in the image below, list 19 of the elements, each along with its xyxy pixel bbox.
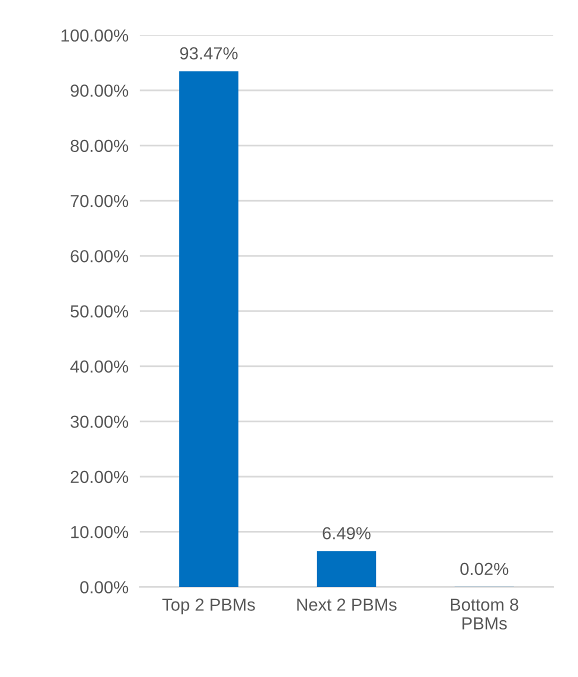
- data-label: 6.49%: [322, 527, 371, 540]
- bar: [179, 71, 238, 587]
- y-tick-label: 90.00%: [70, 84, 128, 97]
- y-tick-label: 100.00%: [62, 29, 128, 42]
- x-tick-label: Top 2 PBMs: [162, 598, 255, 614]
- y-tick-label: 80.00%: [70, 140, 128, 152]
- y-tick-label: 50.00%: [70, 305, 128, 318]
- y-tick-label: 10.00%: [71, 526, 128, 538]
- y-tick-label: 30.00%: [70, 416, 128, 428]
- bar: [316, 551, 376, 587]
- y-tick-label: 60.00%: [70, 250, 128, 262]
- data-label: 93.47%: [180, 47, 238, 60]
- y-tick-label: 0.00%: [80, 581, 128, 594]
- x-tick-label: Next 2 PBMs: [297, 598, 397, 611]
- y-tick-label: 40.00%: [70, 360, 128, 373]
- x-tick-label: Bottom 8 PBMs: [450, 598, 518, 630]
- data-label: 0.02%: [460, 562, 508, 576]
- y-tick-label: 20.00%: [70, 470, 128, 484]
- y-tick-label: 70.00%: [70, 194, 128, 208]
